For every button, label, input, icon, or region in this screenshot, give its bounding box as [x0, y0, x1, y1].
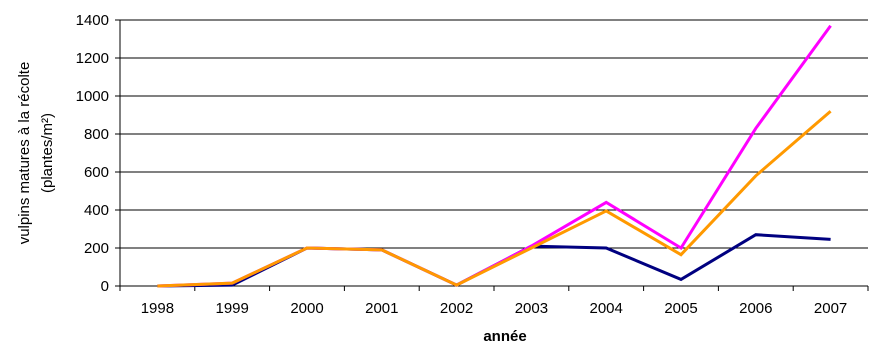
x-tick-label-2002: 2002	[440, 300, 473, 317]
y-tick-label-200: 200	[84, 240, 109, 257]
y-tick-label-1400: 1400	[76, 12, 109, 29]
x-tick-label-2007: 2007	[814, 300, 847, 317]
x-tick-label-2003: 2003	[515, 300, 548, 317]
series-line-1	[157, 233, 831, 288]
y-tick-label-1200: 1200	[76, 50, 109, 67]
gridlines	[120, 19, 868, 249]
x-axis-ticks: 1998 1999 2000 2001 2002 2003 2004 2005 2006 2007	[119, 286, 869, 317]
y-axis-label-line-2: (plantes/m²)	[39, 113, 56, 193]
x-tick-label-2006: 2006	[739, 300, 772, 317]
y-tick-label-600: 600	[84, 164, 109, 181]
x-tick-label-2001: 2001	[365, 300, 398, 317]
y-axis-ticks: 0 200 400 600 800 1000 1200 1400	[76, 12, 120, 295]
series-line-3	[157, 110, 832, 288]
x-tick-label-1999: 1999	[216, 300, 249, 317]
y-axis-label-line-1: vulpins matures à la récolte	[16, 62, 33, 245]
x-tick-label-2005: 2005	[664, 300, 697, 317]
series-line-2	[157, 24, 832, 288]
x-tick-label-2004: 2004	[590, 300, 623, 317]
y-tick-label-400: 400	[84, 202, 109, 219]
y-tick-label-1000: 1000	[76, 88, 109, 105]
x-tick-label-2000: 2000	[290, 300, 323, 317]
x-tick-label-1998: 1998	[141, 300, 174, 317]
y-tick-label-0: 0	[101, 278, 109, 295]
y-tick-label-800: 800	[84, 126, 109, 143]
x-axis-label: année	[483, 328, 526, 345]
series-lines	[157, 24, 832, 288]
